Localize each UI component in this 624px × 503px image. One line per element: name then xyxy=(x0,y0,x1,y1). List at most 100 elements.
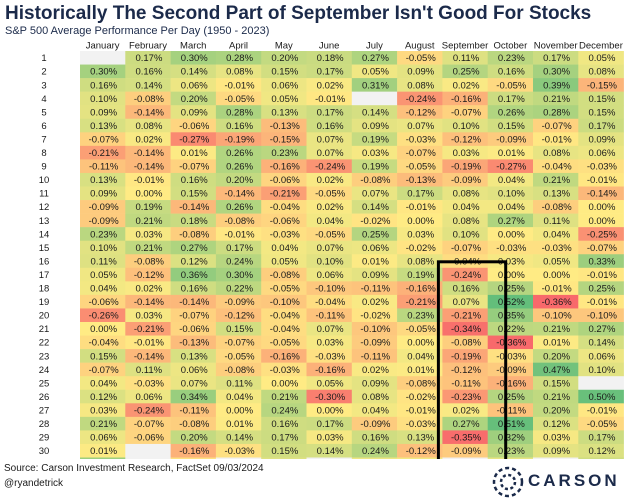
row-label-day-29: 29 xyxy=(39,433,50,444)
heatmap-cell xyxy=(170,240,217,255)
heatmap-cell xyxy=(170,227,217,241)
heatmap-cell xyxy=(487,281,534,296)
cell-value: 0.51% xyxy=(498,419,525,430)
heatmap-cell xyxy=(170,145,217,160)
heatmap-cell xyxy=(306,443,353,458)
heatmap-cell xyxy=(578,294,624,309)
heatmap-cell xyxy=(487,267,534,282)
row-label-day-7: 7 xyxy=(41,134,46,145)
cell-value: -0.07% xyxy=(179,311,210,322)
heatmap-cell xyxy=(533,416,579,431)
heatmap-cell xyxy=(397,335,443,350)
heatmap-cell xyxy=(442,335,488,350)
cell-value: 0.13% xyxy=(543,189,570,200)
chart-title: Historically The Second Part of Septembe… xyxy=(5,3,592,24)
cell-value: 0.16% xyxy=(181,284,208,295)
cell-value: 0.25% xyxy=(498,392,525,403)
cell-value: -0.08% xyxy=(134,94,165,105)
heatmap-cell xyxy=(125,416,171,431)
row-label-day-3: 3 xyxy=(41,80,46,91)
row-label-day-1: 1 xyxy=(41,53,46,64)
cell-value: 0.06% xyxy=(181,365,208,376)
heatmap-cell xyxy=(533,335,579,350)
heatmap-cell xyxy=(578,240,624,255)
cell-value: 0.07% xyxy=(317,134,344,145)
cell-value: 0.47% xyxy=(543,365,570,376)
heatmap-cell xyxy=(487,200,534,214)
cell-value: 0.23% xyxy=(90,229,117,240)
heatmap-cell xyxy=(351,118,398,133)
heatmap-cell xyxy=(351,51,398,65)
heatmap-cell xyxy=(351,78,398,92)
heatmap-cell xyxy=(215,145,262,160)
cell-value: 0.00% xyxy=(271,378,298,389)
cell-value: -0.01% xyxy=(587,270,618,281)
heatmap-cell xyxy=(533,159,579,174)
heatmap-cell xyxy=(80,335,126,350)
cell-value: 0.10% xyxy=(90,94,117,105)
heatmap-cell xyxy=(306,172,353,187)
heatmap-cell xyxy=(170,105,217,120)
cell-value: 0.04% xyxy=(226,392,253,403)
cell-value: 0.08% xyxy=(407,80,434,91)
cell-value: -0.11% xyxy=(361,284,391,295)
cell-value: 0.19% xyxy=(362,134,389,145)
cell-value: -0.19% xyxy=(451,351,482,362)
cell-value: -0.21% xyxy=(451,311,482,322)
cell-value: -0.07% xyxy=(89,365,120,376)
heatmap-cell xyxy=(170,172,217,187)
heatmap-cell xyxy=(80,362,126,377)
cell-value: 0.03% xyxy=(317,433,344,444)
cell-value: -0.01% xyxy=(134,338,165,349)
author-handle: @ryandetrick xyxy=(4,478,64,489)
heatmap-cell xyxy=(170,403,217,418)
cell-value: -0.24% xyxy=(406,94,437,105)
heatmap-cell xyxy=(442,294,488,309)
row-label-day-13: 13 xyxy=(39,216,50,227)
cell-value: 0.06% xyxy=(362,243,389,254)
cell-value: 0.15% xyxy=(588,107,615,118)
cell-value: 0.03% xyxy=(90,405,117,416)
row-label-day-24: 24 xyxy=(39,365,50,376)
heatmap-cell xyxy=(306,240,353,255)
cell-value: -0.03% xyxy=(406,419,437,430)
heatmap-cell xyxy=(261,159,307,174)
cell-value: -0.14% xyxy=(134,148,165,159)
cell-value: -0.05% xyxy=(406,53,437,64)
cell-value: 0.15% xyxy=(588,94,615,105)
cell-value: 0.34% xyxy=(181,392,208,403)
heatmap-cell xyxy=(80,267,126,282)
heatmap-cell xyxy=(261,416,307,431)
cell-value: -0.10% xyxy=(315,284,346,295)
cell-value: -0.13% xyxy=(179,338,210,349)
heatmap-cell xyxy=(578,376,624,391)
cell-value: 0.08% xyxy=(226,67,253,78)
cell-value: 0.06% xyxy=(317,270,344,281)
heatmap-cell xyxy=(306,145,353,160)
cell-value: 0.36% xyxy=(181,270,208,281)
heatmap-cell xyxy=(306,254,353,269)
heatmap-cell xyxy=(533,294,579,309)
cell-value: -0.34% xyxy=(451,324,482,335)
heatmap-cell xyxy=(578,200,624,214)
heatmap-cell xyxy=(487,322,534,336)
cell-value: 0.30% xyxy=(181,53,208,64)
row-label-day-2: 2 xyxy=(41,67,46,78)
heatmap-cell xyxy=(397,349,443,363)
cell-value: 0.15% xyxy=(226,324,253,335)
cell-value: 0.04% xyxy=(271,243,298,254)
heatmap-cell xyxy=(487,159,534,174)
heatmap-cell xyxy=(442,376,488,391)
heatmap-cell xyxy=(351,457,398,459)
cell-value: 0.23% xyxy=(407,311,434,322)
cell-value: 0.17% xyxy=(588,433,615,444)
heatmap-cell xyxy=(397,132,443,147)
cell-value: 0.04% xyxy=(453,202,480,213)
cell-value: -0.07% xyxy=(89,134,120,145)
heatmap-cell xyxy=(487,443,534,458)
cell-value: -0.01% xyxy=(406,405,437,416)
cell-value: 0.20% xyxy=(226,175,253,186)
heatmap-cell xyxy=(306,64,353,79)
cell-value: 0.15% xyxy=(543,378,570,389)
row-label-day-25: 25 xyxy=(39,378,50,389)
